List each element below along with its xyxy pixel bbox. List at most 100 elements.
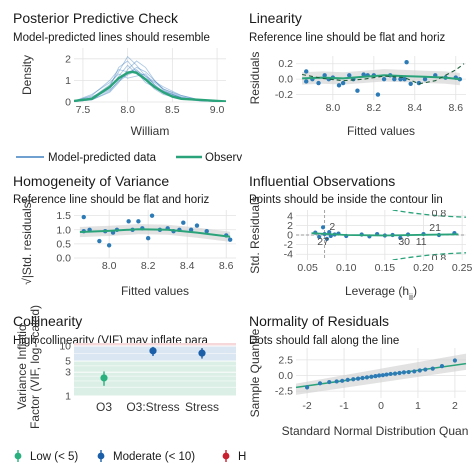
- data-point: [194, 223, 200, 228]
- y-axis-label: Residuals: [248, 52, 262, 105]
- x-axis-label: William: [131, 124, 170, 138]
- y-axis-label: Sample Quantile: [248, 328, 262, 417]
- y-tick-label: 2: [287, 220, 293, 232]
- data-point: [320, 225, 326, 230]
- x-tick-label: 8.2: [367, 102, 382, 114]
- smooth-line: [302, 74, 461, 81]
- data-point: [412, 369, 417, 374]
- ppc-panel: Posterior Predictive Check Model-predicte…: [13, 10, 242, 164]
- data-point: [398, 76, 403, 82]
- data-point: [402, 76, 407, 82]
- data-point: [304, 79, 309, 84]
- data-point: [324, 236, 330, 241]
- y-tick-label: 1.5: [56, 210, 71, 222]
- data-point: [384, 372, 389, 377]
- ppc-legend: Model-predicted data Observ: [16, 152, 242, 164]
- y-tick-label: 10: [59, 341, 71, 353]
- y-axis-label: √|Std. residuals|: [20, 199, 34, 285]
- category-label: O3: [96, 400, 112, 414]
- y-axis-label-line2: Factor (VIF, log-scaled): [28, 305, 42, 429]
- x-tick-label: 0.10: [336, 262, 357, 274]
- data-point: [398, 235, 403, 240]
- y-tick-label: 5: [65, 356, 71, 368]
- x-axis-label-subscript: ii: [409, 292, 413, 302]
- y-tick-label: 0.0: [278, 370, 293, 382]
- y-tick-label: 0.0: [56, 253, 71, 265]
- x-tick-label: -2: [302, 400, 311, 412]
- normality-panel: Normality of Residuals Dots should fall a…: [248, 313, 468, 438]
- x-tick-label: 8.0: [120, 104, 135, 116]
- y-tick-label: 0: [65, 97, 71, 109]
- panel-subtitle: Reference line should be flat and horiz: [13, 194, 210, 206]
- data-point: [355, 88, 360, 93]
- legend-key-low-point: [14, 452, 22, 460]
- panel-title: Collinearity: [13, 313, 82, 329]
- x-tick-label: 8.6: [448, 102, 463, 114]
- x-axis-label: Standard Normal Distribution Quan: [282, 424, 469, 438]
- y-axis-label-line1: Variance Inflatio: [15, 324, 29, 409]
- panel-subtitle: Points should be inside the contour lin: [249, 194, 443, 206]
- data-point: [452, 358, 458, 363]
- y-tick-label: -4: [284, 249, 293, 261]
- influence-panel: Influential Observations Points should be…: [248, 173, 473, 302]
- normality-plot: [296, 353, 466, 395]
- collinearity-legend: Low (< 5) Moderate (< 10) H: [14, 450, 246, 463]
- panel-subtitle: Reference line should be flat and horiz: [249, 32, 446, 44]
- x-tick-label: 9.0: [210, 104, 225, 116]
- data-point: [347, 73, 352, 78]
- x-tick-label: 8.0: [326, 102, 341, 114]
- y-tick-label: 0.0: [278, 74, 293, 86]
- x-axis-label: Leverage (hii): [345, 284, 417, 302]
- y-tick-label: 4: [287, 210, 293, 222]
- data-point: [388, 371, 393, 377]
- y-tick-label: 0.5: [56, 238, 71, 250]
- data-point: [355, 376, 361, 381]
- data-point: [361, 72, 366, 77]
- x-tick-label: 0.25: [452, 262, 473, 274]
- x-tick-label: 0.15: [375, 262, 396, 274]
- data-point: [188, 227, 194, 232]
- x-axis-label-main: Leverage (h: [345, 284, 409, 298]
- y-tick-label: -2: [284, 239, 293, 251]
- x-tick-label: 8.4: [407, 102, 422, 114]
- data-point: [304, 69, 309, 74]
- data-point: [304, 385, 310, 390]
- data-point: [401, 370, 407, 375]
- data-point: [392, 371, 398, 376]
- category-label: Stress: [185, 400, 219, 414]
- y-tick-label: 2.5: [278, 354, 293, 366]
- data-point: [181, 220, 186, 225]
- data-point: [369, 374, 374, 379]
- data-point: [340, 378, 345, 383]
- data-point: [136, 219, 141, 224]
- data-point: [392, 76, 397, 82]
- x-tick-label: 0: [378, 400, 384, 412]
- x-axis-label: Fitted values: [121, 284, 189, 298]
- x-tick-label: 1: [415, 400, 421, 412]
- smooth-line: [311, 232, 459, 237]
- y-axis-label: Variance InflatioFactor (VIF, log-scaled…: [15, 305, 42, 429]
- point-label: 2: [329, 221, 335, 233]
- homogeneity-plot: [79, 213, 233, 248]
- data-point: [408, 81, 413, 86]
- data-point: [149, 213, 155, 218]
- high-zone: [74, 343, 236, 346]
- data-point: [327, 379, 332, 385]
- y-tick-label: -2.5: [275, 386, 293, 398]
- x-axis-label-end: ): [413, 284, 417, 298]
- data-point: [106, 243, 112, 248]
- homogeneity-panel: Homogeneity of Variance Reference line sh…: [13, 173, 236, 298]
- panel-title: Linearity: [249, 10, 302, 26]
- data-point: [404, 59, 409, 65]
- x-tick-label: 8.6: [219, 260, 234, 272]
- panel-title: Influential Observations: [249, 173, 395, 189]
- ppc-lines: [74, 55, 226, 102]
- x-tick-label: 0.05: [297, 262, 318, 274]
- point-label: 0.8: [432, 207, 447, 219]
- point-label: 0.8: [432, 253, 447, 265]
- reference-dashed-line: [301, 63, 465, 85]
- data-point: [375, 92, 381, 97]
- x-tick-label: 0.20: [413, 262, 434, 274]
- legend-label-moderate: Moderate (< 10): [113, 451, 195, 463]
